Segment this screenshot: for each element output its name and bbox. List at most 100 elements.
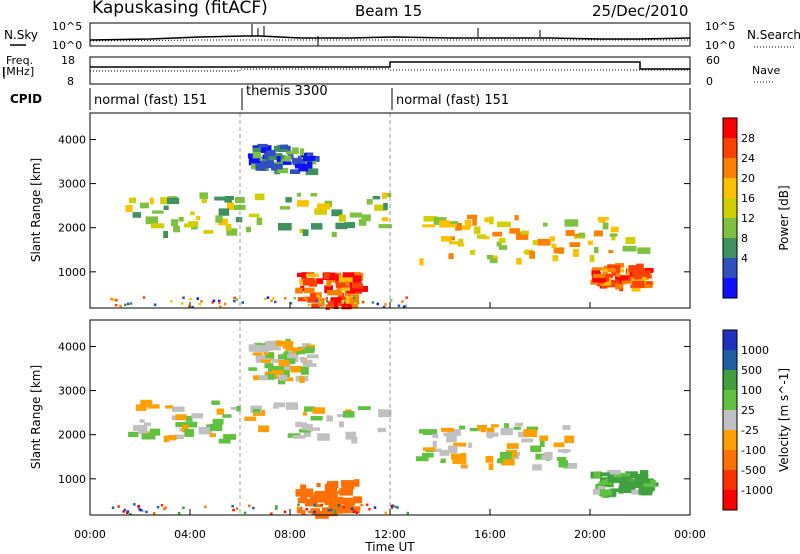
echo-cell [357, 301, 360, 304]
echo-region [415, 422, 578, 471]
echo-cell [276, 156, 281, 163]
echo-cell [593, 273, 606, 281]
frequency-panel: Freq. [MHz] 18 8 60 0 Nave [2, 54, 780, 88]
echo-cell [549, 236, 555, 242]
echo-cell [302, 229, 309, 237]
colorbar-tick-label: 12 [741, 212, 755, 225]
echo-cell [521, 438, 534, 443]
colorbar-tick-label: -100 [741, 444, 766, 457]
echo-cell [338, 214, 346, 222]
colorbar-segment [723, 470, 737, 491]
power-y-axis: 4000 3000 2000 1000 [58, 133, 690, 279]
echo-cell [174, 434, 184, 440]
echo-cell [287, 151, 294, 160]
echo-cell [181, 424, 189, 433]
echo-cell [303, 155, 316, 161]
echo-cell [270, 366, 285, 370]
echo-cell [304, 165, 313, 169]
echo-cell [432, 433, 439, 438]
y-tick-label: 2000 [58, 429, 86, 442]
echo-cell [633, 276, 646, 285]
echo-cell [243, 511, 247, 515]
echo-cell [268, 153, 283, 161]
echo-cell [160, 197, 173, 205]
echo-cell [254, 193, 265, 201]
echo-cell [349, 212, 362, 218]
echo-cell [469, 250, 476, 255]
echo-cell [225, 223, 232, 231]
echo-cell [600, 281, 612, 286]
echo-cell [285, 402, 298, 410]
echo-cell [283, 155, 292, 162]
echo-cell [484, 217, 489, 223]
echo-cell [285, 347, 298, 351]
echo-cell [455, 222, 462, 231]
echo-cell [137, 505, 140, 508]
echo-cell [141, 433, 156, 440]
echo-cell [343, 411, 355, 418]
echo-cell [489, 255, 498, 264]
echo-cell [248, 344, 257, 352]
echo-cell [279, 145, 289, 150]
echo-cell [325, 300, 329, 303]
echo-cell [621, 477, 629, 485]
echo-region [590, 263, 654, 292]
x-tick-label: 12:00 [374, 528, 406, 541]
echo-cell [355, 511, 359, 514]
echo-cell [598, 489, 613, 496]
echo-cell [135, 404, 147, 411]
echo-cell [235, 217, 243, 223]
echo-cell [344, 486, 355, 490]
power-echoes [110, 113, 654, 310]
noise-right-tick-low: 10^0 [705, 39, 735, 52]
echo-cell [529, 251, 535, 259]
echo-cell [270, 346, 281, 351]
echo-cell [317, 203, 331, 210]
colorbar-segment [723, 370, 737, 391]
echo-cell [312, 407, 326, 414]
echo-cell [200, 300, 203, 303]
echo-cell [151, 223, 165, 229]
velocity-echoes [111, 320, 659, 519]
echo-cell [305, 359, 313, 367]
echo-cell [643, 479, 656, 488]
echo-cell [184, 429, 194, 437]
echo-cell [152, 210, 164, 214]
echo-cell [302, 277, 315, 286]
echo-cell [298, 163, 309, 172]
echo-cell [181, 302, 184, 305]
echo-cell [264, 373, 275, 380]
echo-cell [177, 511, 181, 515]
echo-cell [252, 147, 261, 156]
echo-cell [139, 202, 149, 209]
echo-cell [331, 231, 337, 238]
echo-cell [296, 506, 303, 514]
echo-cell [264, 153, 271, 160]
echo-cell [190, 211, 195, 216]
echo-cell [452, 458, 467, 464]
echo-cell [138, 508, 141, 511]
echo-cell [299, 228, 305, 233]
echo-cell [491, 424, 499, 428]
echo-cell [350, 507, 354, 510]
echo-cell [314, 490, 328, 495]
echo-cell [115, 298, 118, 302]
echo-cell [564, 435, 575, 444]
colorbar-tick-label: 4 [741, 252, 748, 265]
echo-cell [278, 360, 290, 367]
echo-cell [326, 279, 332, 287]
echo-cell [266, 150, 276, 157]
echo-cell [272, 297, 275, 300]
echo-cell [352, 275, 362, 283]
echo-cell [235, 507, 239, 510]
cpid-segment-2: themis 3300 [246, 84, 328, 99]
echo-cell [175, 414, 187, 421]
echo-cell [372, 196, 381, 200]
echo-cell [253, 375, 260, 380]
echo-cell [423, 216, 438, 222]
echo-cell [241, 301, 244, 304]
echo-cell [326, 415, 333, 422]
echo-cell [539, 440, 545, 447]
echo-cell [303, 287, 315, 294]
colorbar-tick-label: -1000 [741, 484, 773, 497]
